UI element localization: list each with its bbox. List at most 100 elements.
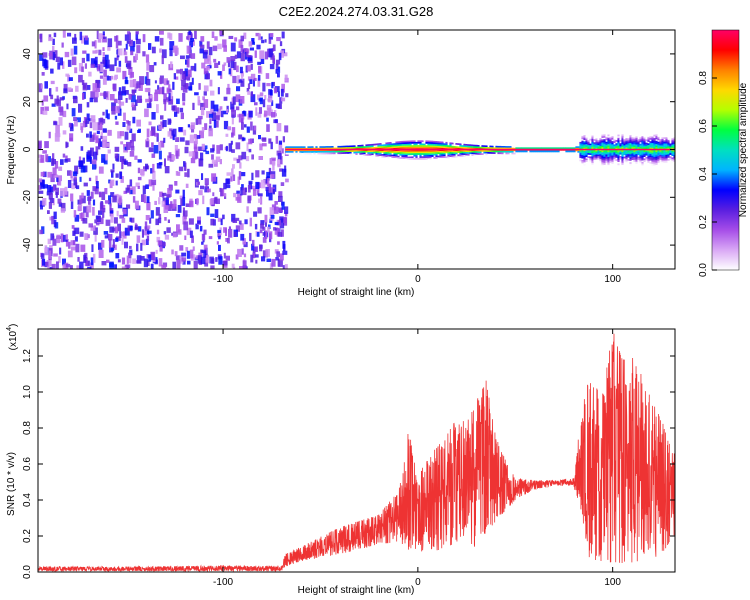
heatmap-cell	[621, 137, 624, 140]
heatmap-cell	[171, 154, 176, 161]
heatmap-cell	[256, 44, 261, 50]
heatmap-cell	[645, 158, 648, 161]
heatmap-cell	[419, 157, 422, 160]
heatmap-cell	[583, 157, 586, 160]
heatmap-cell	[601, 134, 604, 137]
heatmap-cell	[613, 157, 616, 159]
heatmap-cell	[248, 41, 253, 47]
heatmap-cell	[80, 165, 86, 173]
heatmap-cell	[597, 156, 600, 158]
heatmap-cell	[671, 143, 674, 145]
heatmap-cell	[273, 119, 278, 124]
heatmap-cell	[419, 156, 422, 159]
heatmap-cell	[669, 145, 672, 147]
heatmap-cell	[363, 152, 366, 155]
heatmap-cell	[667, 143, 670, 145]
heatmap-cell	[617, 160, 620, 162]
heatmap-cell	[625, 139, 628, 142]
heatmap-cell	[633, 160, 636, 162]
heatmap-cell	[423, 158, 426, 160]
heatmap-cell	[373, 142, 376, 144]
heatmap-cell	[74, 67, 78, 74]
heatmap-cell	[603, 156, 606, 159]
heatmap-cell	[665, 154, 668, 157]
heatmap-cell	[439, 143, 442, 145]
heatmap-cell	[641, 158, 644, 161]
heatmap-cell	[463, 155, 466, 157]
heatmap-cell	[601, 152, 604, 154]
heatmap-cell	[455, 149, 458, 152]
heatmap-cell	[389, 154, 392, 157]
heatmap-cell	[231, 109, 236, 118]
heatmap-cell	[101, 261, 107, 266]
heatmap-cell	[619, 146, 622, 149]
heatmap-cell	[467, 145, 470, 148]
heatmap-cell	[120, 141, 124, 145]
heatmap-cell	[631, 156, 634, 159]
heatmap-cell	[631, 150, 634, 152]
heatmap-cell	[437, 150, 440, 153]
heatmap-cell	[197, 220, 201, 224]
heatmap-cell	[238, 134, 243, 140]
heatmap-cell	[379, 154, 382, 157]
heatmap-cell	[647, 151, 650, 154]
heatmap-cell	[107, 46, 111, 51]
heatmap-cell	[152, 163, 155, 173]
heatmap-cell	[493, 150, 496, 153]
heatmap-cell	[653, 137, 656, 140]
heatmap-cell	[593, 153, 596, 156]
heatmap-cell	[391, 140, 394, 142]
heatmap-cell	[453, 155, 456, 158]
heatmap-cell	[647, 149, 650, 152]
heatmap-cell	[269, 33, 274, 37]
heatmap-cell	[189, 40, 193, 48]
heatmap-cell	[98, 33, 103, 39]
heatmap-cell	[100, 131, 103, 136]
heatmap-cell	[130, 50, 134, 56]
heatmap-cell	[343, 152, 346, 154]
heatmap-cell	[154, 200, 157, 205]
heatmap-cell	[123, 48, 126, 55]
heatmap-cell	[481, 143, 484, 146]
heatmap-cell	[155, 249, 158, 254]
heatmap-cell	[409, 138, 412, 141]
heatmap-cell	[150, 168, 153, 174]
heatmap-cell	[242, 137, 246, 141]
heatmap-cell	[95, 146, 99, 156]
colorbar-tick-label: 0.0	[698, 263, 709, 277]
heatmap-cell	[325, 152, 328, 155]
heatmap-cell	[389, 150, 392, 152]
heatmap-cell	[158, 125, 163, 131]
heatmap-cell	[663, 137, 666, 139]
heatmap-cell	[164, 166, 170, 174]
heatmap-cell	[423, 151, 426, 154]
heatmap-cell	[459, 145, 462, 147]
heatmap-cell	[461, 142, 464, 144]
heatmap-cell	[179, 107, 184, 113]
heatmap-cell	[557, 145, 560, 148]
heatmap-cell	[581, 150, 584, 153]
snr-y-axis-label: SNR (10 * v/v)	[6, 452, 17, 516]
heatmap-cell	[455, 143, 458, 145]
heatmap-cell	[629, 144, 632, 147]
heatmap-cell	[128, 93, 132, 100]
heatmap-cell	[266, 104, 272, 110]
heatmap-cell	[589, 156, 592, 159]
heatmap-cell	[599, 144, 602, 147]
heatmap-cell	[331, 150, 334, 153]
heatmap-cell	[280, 156, 283, 165]
heatmap-cell	[589, 159, 592, 162]
heatmap-cell	[217, 217, 223, 222]
heatmap-cell	[439, 154, 442, 156]
heatmap-cell	[629, 143, 632, 145]
heatmap-cell	[198, 146, 204, 151]
heatmap-cell	[371, 151, 374, 154]
heatmap-cell	[144, 76, 148, 85]
heatmap-cell	[323, 152, 326, 155]
heatmap-cell	[401, 156, 404, 159]
heatmap-cell	[347, 145, 350, 148]
heatmap-cell	[659, 153, 662, 156]
heatmap-cell	[295, 152, 298, 155]
heatmap-cell	[607, 144, 610, 146]
heatmap-cell	[217, 71, 222, 76]
